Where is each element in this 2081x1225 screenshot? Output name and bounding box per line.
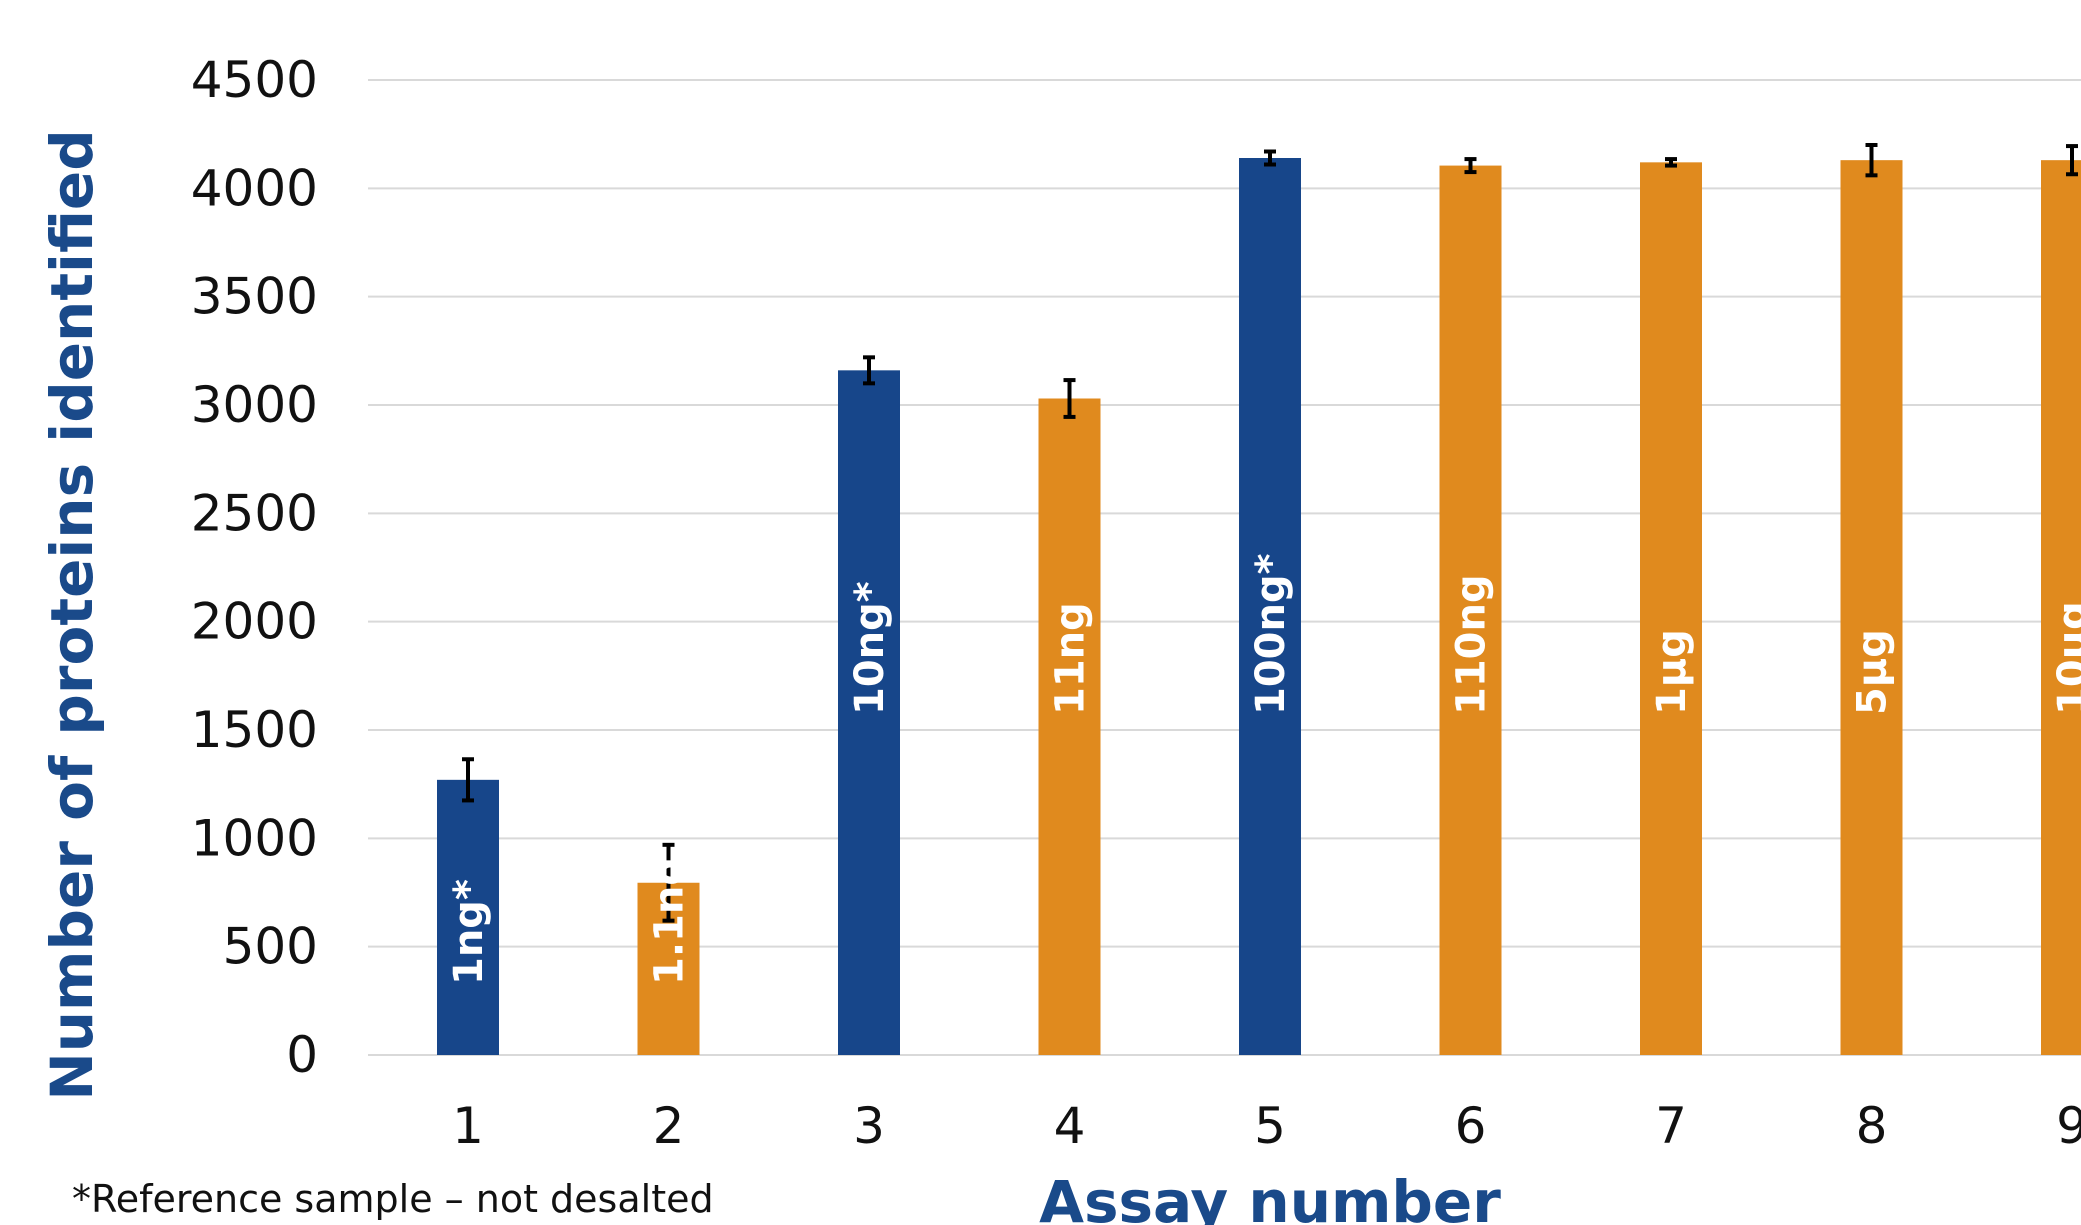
bar-data-label: 100ng* <box>1248 553 1294 715</box>
error-bar <box>2066 144 2078 177</box>
x-tick-label: 5 <box>1254 1097 1286 1155</box>
error-bar <box>863 355 875 386</box>
x-tick-label: 8 <box>1856 1097 1888 1155</box>
error-bar <box>1464 157 1477 175</box>
y-axis-title: Number of proteins identified <box>38 129 106 1101</box>
y-tick-label: 500 <box>223 918 318 976</box>
y-tick-label: 4500 <box>191 51 318 109</box>
bar-data-label: 10ng* <box>847 581 893 715</box>
y-tick-label: 0 <box>286 1026 318 1084</box>
y-axis-ticks: 0 500 1000 1500 2000 2500 3000 3500 4000 4500 <box>191 51 318 1084</box>
y-tick-label: 3000 <box>191 376 318 434</box>
bar-data-label: 1µg <box>1649 629 1695 715</box>
y-tick-label: 1500 <box>191 701 318 759</box>
gridlines <box>368 79 2081 1056</box>
x-tick-label: 4 <box>1054 1097 1086 1155</box>
x-tick-label: 1 <box>452 1097 484 1155</box>
y-tick-label: 2000 <box>191 593 318 651</box>
x-tick-label: 7 <box>1655 1097 1687 1155</box>
error-bar <box>1063 378 1076 419</box>
x-tick-label: 6 <box>1455 1097 1487 1155</box>
bar <box>1439 165 1502 1056</box>
bar-data-label: 11ng <box>1048 602 1094 715</box>
x-axis-title: Assay number <box>1039 1168 1501 1225</box>
bar <box>1038 398 1101 1055</box>
footnote: *Reference sample – not desalted <box>72 1177 714 1221</box>
y-tick-label: 2500 <box>191 484 318 542</box>
x-tick-label: 3 <box>853 1097 885 1155</box>
bar <box>1239 158 1301 1055</box>
bar-data-label: 1ng* <box>446 879 492 985</box>
error-bar <box>1665 157 1677 168</box>
bars: 1ng* 1.1ng 10ng* 11ng 100ng* 110ng 1µg 5µg 10µg <box>437 143 2081 1056</box>
bar <box>1840 160 1903 1055</box>
y-tick-label: 3500 <box>191 268 318 326</box>
bar <box>838 370 900 1055</box>
bar <box>1640 162 1702 1056</box>
error-bar <box>1264 149 1276 167</box>
bar-data-label: 5µg <box>1850 629 1896 715</box>
bar-data-label: 10µg <box>2050 601 2081 715</box>
error-bar <box>462 757 474 803</box>
error-bar <box>1865 143 1878 178</box>
x-tick-label: 9 <box>2056 1097 2081 1155</box>
x-axis-ticks: 1 2 3 4 5 6 7 8 9 <box>452 1097 2081 1155</box>
error-bar <box>662 842 675 923</box>
bar <box>2041 160 2081 1055</box>
bar-data-label: 110ng <box>1449 574 1495 715</box>
bar <box>437 779 499 1055</box>
x-tick-label: 2 <box>653 1097 685 1155</box>
y-tick-label: 4000 <box>191 159 318 217</box>
bar-data-label: 1.1ng <box>647 857 693 985</box>
y-tick-label: 1000 <box>191 809 318 867</box>
